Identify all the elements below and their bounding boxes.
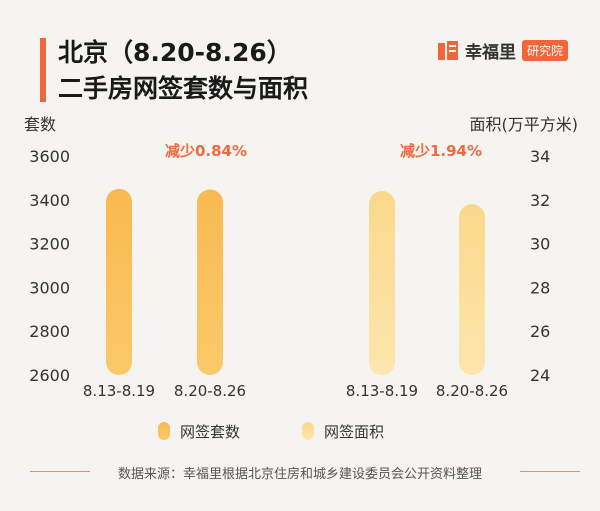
legend-swatch-area: [302, 422, 314, 440]
y-tick-right-3: 30: [530, 235, 550, 254]
y-tick-left-2: 3000: [29, 278, 70, 297]
count-x-label-1: 8.20-8.26: [174, 382, 246, 400]
area-x-label-1: 8.20-8.26: [436, 382, 508, 400]
footer-line-right: [520, 471, 580, 472]
legend-label-count: 网签套数: [180, 423, 240, 441]
area-x-label-0: 8.13-8.19: [346, 382, 418, 400]
legend-swatch-count: [158, 422, 170, 440]
y-axis-title-right: 面积(万平方米): [470, 115, 579, 134]
legend-label-area: 网签面积: [324, 423, 384, 441]
y-tick-right-0: 24: [530, 366, 550, 385]
y-tick-right-4: 32: [530, 191, 550, 210]
area-bar-0: [369, 191, 395, 375]
logo-mark-icon: [437, 40, 459, 62]
y-tick-left-4: 3400: [29, 191, 70, 210]
y-tick-left-1: 2800: [29, 322, 70, 341]
y-tick-right-1: 26: [530, 322, 550, 341]
area-change-annotation: 减少1.94%: [400, 142, 482, 160]
footer-source: 数据来源：幸福里根据北京住房和城乡建设委员会公开资料整理: [117, 467, 482, 482]
area-bar-1: [459, 204, 485, 375]
y-tick-left-0: 2600: [29, 366, 70, 385]
count-x-label-0: 8.13-8.19: [83, 382, 155, 400]
y-tick-right-5: 34: [530, 147, 550, 166]
count-bar-1: [197, 189, 223, 375]
y-tick-left-5: 3600: [29, 147, 70, 166]
y-axis-title-left: 套数: [24, 115, 56, 134]
logo-name: 幸福里: [464, 43, 516, 63]
page-title-line2: 二手房网签套数与面积: [58, 74, 309, 103]
count-bar-0: [106, 188, 132, 375]
brand-logo: 幸福里 研究院: [437, 38, 568, 63]
title-accent-bar: [40, 38, 46, 102]
chart-canvas: 套数 面积(万平方米) 2600 2800 3000 3200 3400 3600 24 26 28…: [24, 115, 579, 441]
footer-line-left: [30, 471, 90, 472]
logo-badge: 研究院: [521, 40, 568, 61]
page-title-line1: 北京（8.20-8.26）: [58, 38, 292, 67]
count-change-annotation: 减少0.84%: [165, 142, 247, 160]
y-tick-left-3: 3200: [29, 235, 70, 254]
y-tick-right-2: 28: [530, 278, 550, 297]
